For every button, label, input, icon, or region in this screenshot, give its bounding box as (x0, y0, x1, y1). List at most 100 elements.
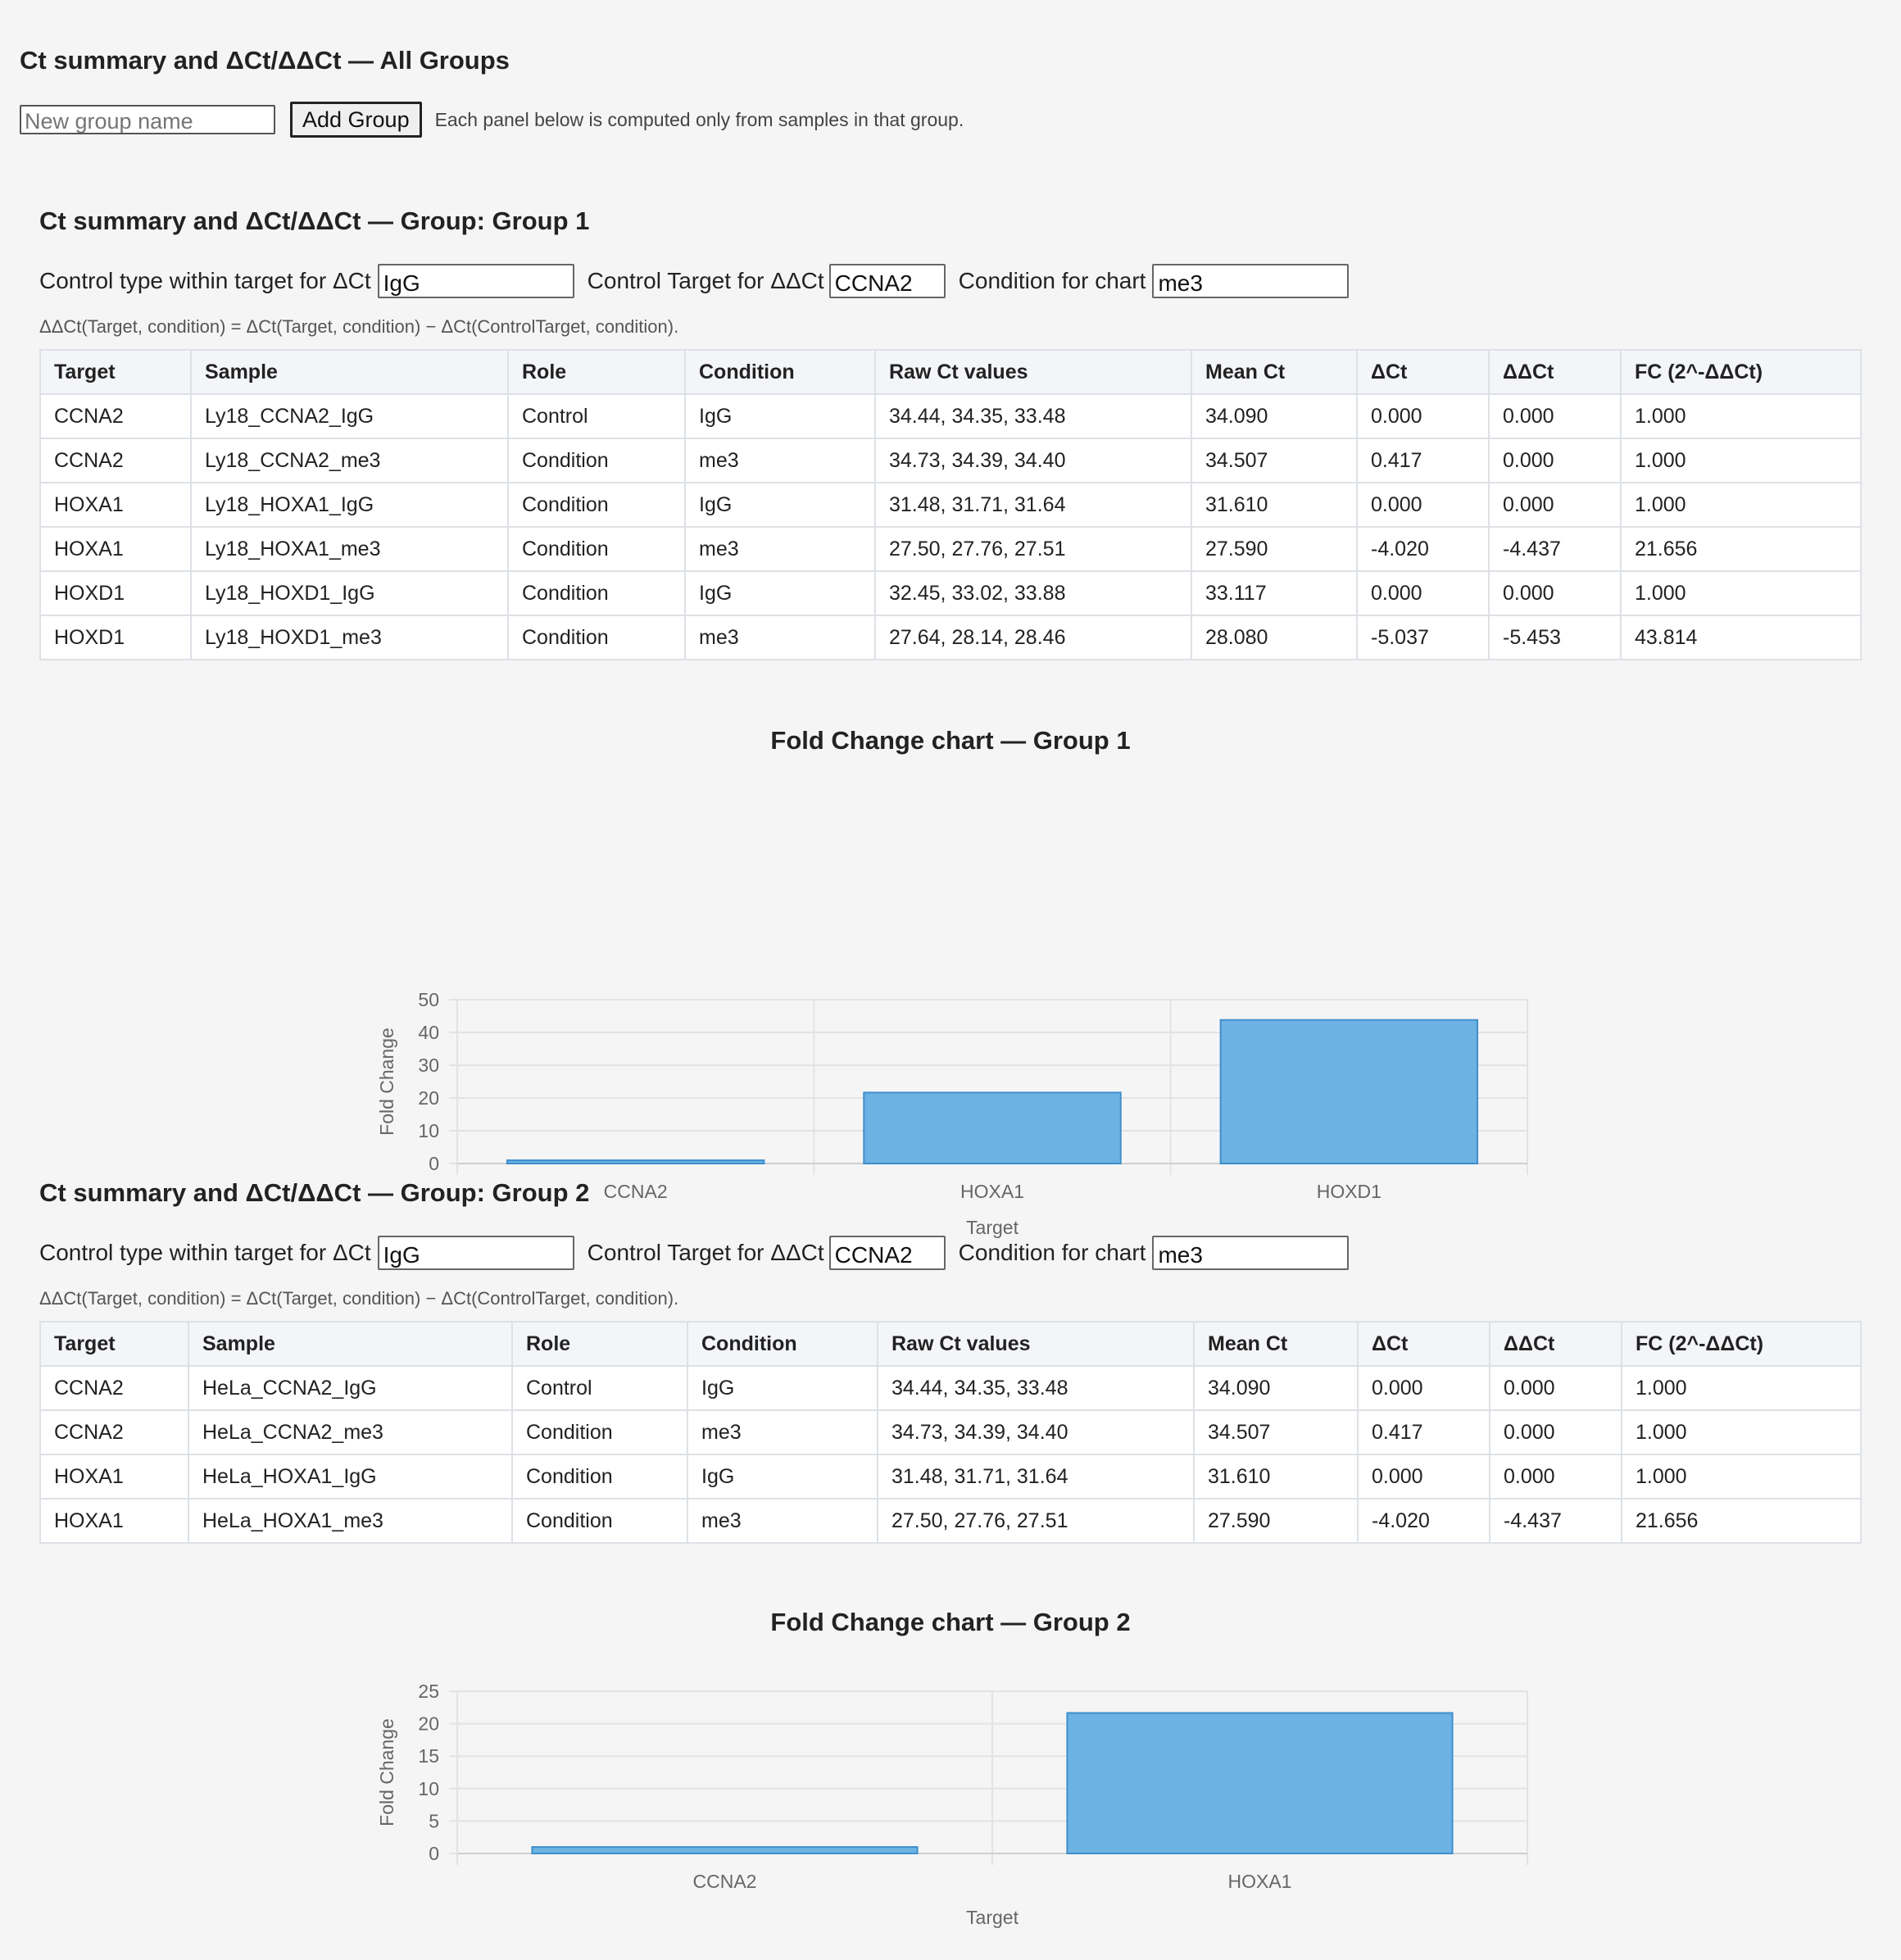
table-cell: Condition (511, 1454, 688, 1499)
control-target-input[interactable] (828, 264, 946, 298)
x-tick-label: HOXA1 (1228, 1871, 1292, 1892)
table-cell: me3 (687, 1498, 878, 1544)
table-cell: CCNA2 (39, 1365, 189, 1411)
table-cell: 31.48, 31.71, 31.64 (877, 1454, 1195, 1499)
table-cell: 0.000 (1357, 1454, 1490, 1499)
control-type-label: Control type within target for ΔCt (39, 268, 371, 293)
table-cell: 0.000 (1357, 1365, 1490, 1411)
table-row: HOXD1 Ly18_HOXD1_IgG Condition IgG 32.45, 33… (39, 570, 1862, 616)
table-cell: me3 (684, 526, 876, 572)
table-cell: 34.73, 34.39, 34.40 (877, 1409, 1195, 1455)
table-row: CCNA2 Ly18_CCNA2_IgG Control IgG 34.44, 34.3… (39, 393, 1862, 439)
table-row: HOXA1 HeLa_HOXA1_me3 Condition me3 27.50, 27… (39, 1498, 1862, 1544)
control-type-input[interactable] (377, 264, 574, 298)
table-cell: 0.000 (1488, 393, 1622, 439)
bar-hoxd1 (1219, 1019, 1479, 1164)
group-panel-1: Ct summary and ΔCt/ΔΔCt — Group: Group 1… (39, 206, 1862, 1238)
table-cell: HeLa_HOXA1_IgG (188, 1454, 513, 1499)
column-header: Role (507, 349, 686, 395)
table-cell: IgG (684, 482, 876, 528)
table-cell: Ly18_HOXD1_me3 (190, 615, 509, 660)
y-tick-label: 20 (418, 1713, 439, 1735)
group-controls: Control type within target for ΔCt Contr… (39, 1236, 1350, 1270)
table-cell: 0.000 (1356, 570, 1490, 616)
table-row: CCNA2 HeLa_CCNA2_IgG Control IgG 34.44, 34.3… (39, 1365, 1862, 1411)
table-cell: HOXA1 (39, 526, 192, 572)
table-row: HOXA1 Ly18_HOXA1_me3 Condition me3 27.50, 27… (39, 526, 1862, 572)
group-panel-2: Ct summary and ΔCt/ΔΔCt — Group: Group 2… (39, 1178, 1862, 1928)
x-axis-title: Target (966, 1907, 1019, 1928)
bar-ccna2 (531, 1846, 919, 1855)
table-cell: Ly18_HOXA1_IgG (190, 482, 509, 528)
table-cell: HeLa_CCNA2_me3 (188, 1409, 513, 1455)
chart-title: Fold Change chart — Group 1 (770, 726, 1131, 755)
table-cell: 0.000 (1489, 1454, 1622, 1499)
table-cell: 34.44, 34.35, 33.48 (874, 393, 1192, 439)
table-cell: HOXD1 (39, 570, 192, 616)
table-cell: me3 (687, 1409, 878, 1455)
y-tick-label: 10 (418, 1778, 439, 1799)
y-tick-label: 0 (429, 1843, 439, 1864)
column-header: Target (39, 1321, 189, 1367)
y-tick-label: 20 (418, 1087, 439, 1109)
add-group-bar: Add Group Each panel below is computed o… (20, 102, 964, 138)
table-cell: 27.590 (1191, 526, 1358, 572)
new-group-name-input[interactable] (20, 105, 275, 134)
group-title: Ct summary and ΔCt/ΔΔCt — Group: Group 1 (39, 206, 590, 235)
column-header: Target (39, 349, 192, 395)
table-cell: Control (511, 1365, 688, 1411)
table-cell: 1.000 (1620, 393, 1862, 439)
table-cell: CCNA2 (39, 438, 192, 483)
column-header: Mean Ct (1191, 349, 1358, 395)
y-axis-title: Fold Change (376, 1028, 397, 1136)
table-cell: HOXA1 (39, 482, 192, 528)
table-cell: me3 (684, 615, 876, 660)
condition-input[interactable] (1152, 264, 1350, 298)
table-cell: 0.000 (1489, 1365, 1622, 1411)
control-target-label: Control Target for ΔΔCt (587, 1240, 824, 1265)
y-tick-label: 25 (418, 1681, 439, 1702)
table-cell: IgG (684, 393, 876, 439)
column-header: Sample (190, 349, 509, 395)
table-cell: HeLa_CCNA2_IgG (188, 1365, 513, 1411)
table-cell: 0.000 (1356, 393, 1490, 439)
table-cell: 31.610 (1191, 482, 1358, 528)
control-target-input[interactable] (828, 1236, 946, 1270)
table-cell: IgG (684, 570, 876, 616)
table-row: CCNA2 HeLa_CCNA2_me3 Condition me3 34.73, 34… (39, 1409, 1862, 1455)
bar-hoxa1 (1066, 1712, 1454, 1854)
table-cell: HOXA1 (39, 1454, 189, 1499)
table-cell: 1.000 (1620, 482, 1862, 528)
column-header: Condition (687, 1321, 878, 1367)
fold-change-chart: 0 10 20 30 40 50 CCNA2 HOXA1 HOXD1 Target Fold Cha… (376, 989, 1528, 1238)
add-group-button[interactable]: Add Group (290, 102, 422, 138)
x-tick-label: HOXA1 (960, 1181, 1024, 1202)
table-cell: -4.437 (1488, 526, 1622, 572)
y-tick-label: 5 (429, 1810, 439, 1831)
table-cell: 32.45, 33.02, 33.88 (874, 570, 1192, 616)
table-cell: 0.417 (1357, 1409, 1490, 1455)
table-cell: IgG (687, 1454, 878, 1499)
column-header: ΔCt (1357, 1321, 1490, 1367)
condition-input[interactable] (1152, 1236, 1350, 1270)
table-cell: 34.73, 34.39, 34.40 (874, 438, 1192, 483)
chart-title: Fold Change chart — Group 2 (770, 1608, 1131, 1636)
table-cell: 0.000 (1488, 482, 1622, 528)
control-type-input[interactable] (377, 1236, 574, 1270)
table-cell: Condition (511, 1498, 688, 1544)
y-axis-title: Fold Change (376, 1718, 397, 1826)
table-cell: Condition (507, 482, 686, 528)
condition-label: Condition for chart (958, 268, 1146, 293)
page-title: Ct summary and ΔCt/ΔΔCt — All Groups (20, 46, 510, 75)
table-cell: -4.437 (1489, 1498, 1622, 1544)
column-header: ΔCt (1356, 349, 1490, 395)
table-cell: 31.610 (1193, 1454, 1359, 1499)
table-cell: -4.020 (1357, 1498, 1490, 1544)
table-cell: Condition (507, 615, 686, 660)
column-header: Mean Ct (1193, 1321, 1359, 1367)
table-cell: 1.000 (1621, 1454, 1862, 1499)
column-header: Role (511, 1321, 688, 1367)
table-cell: Condition (507, 438, 686, 483)
bar-ccna2 (506, 1159, 765, 1164)
